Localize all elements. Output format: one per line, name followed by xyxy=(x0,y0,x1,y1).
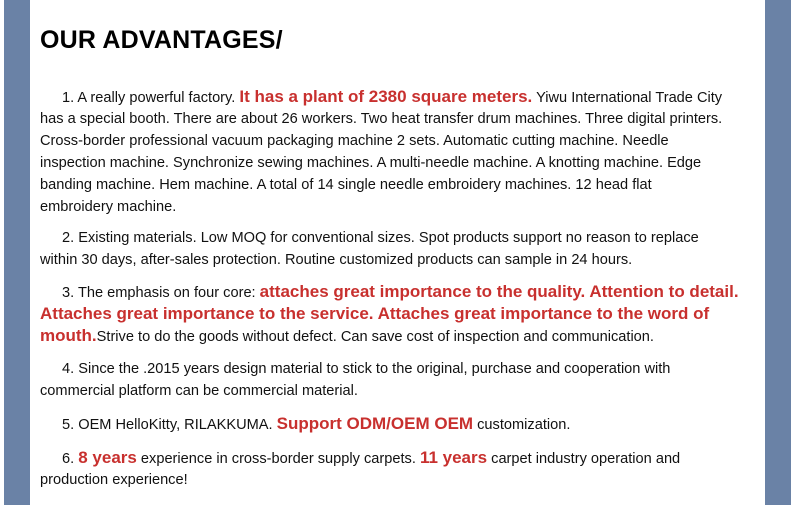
body-text: 6. xyxy=(62,451,79,467)
text-line: 4. Since the .2015 years design material… xyxy=(40,358,766,380)
highlighted-text: Attaches great importance to the service… xyxy=(40,304,710,323)
text-line: 3. The emphasis on four core: attaches g… xyxy=(40,281,766,303)
text-line: embroidery machine. xyxy=(40,196,766,218)
body-text: 4. Since the .2015 years design material… xyxy=(62,361,671,377)
text-line: mouth.Strive to do the goods without def… xyxy=(40,325,766,347)
highlighted-text: attaches great importance to the quality… xyxy=(259,282,739,301)
body-text: 2. Existing materials. Low MOQ for conve… xyxy=(62,230,699,246)
page-title: OUR ADVANTAGES/ xyxy=(40,26,283,54)
body-text: Yiwu International Trade City xyxy=(532,90,723,106)
text-line: production experience! xyxy=(40,469,766,491)
body-text: commercial platform can be commercial ma… xyxy=(40,383,358,399)
left-side-bar xyxy=(4,0,30,505)
text-line: Cross-border professional vacuum packagi… xyxy=(40,130,766,152)
body-text: banding machine. Hem machine. A total of… xyxy=(40,177,652,193)
text-line: 2. Existing materials. Low MOQ for conve… xyxy=(40,227,766,249)
body-text: carpet industry operation and xyxy=(487,451,681,467)
advantage-paragraph: 5. OEM HelloKitty, RILAKKUMA. Support OD… xyxy=(40,413,766,435)
right-side-bar xyxy=(765,0,791,505)
advantage-paragraph: 1. A really powerful factory. It has a p… xyxy=(40,86,766,218)
body-text: 1. A really powerful factory. xyxy=(62,90,240,106)
body-text: experience in cross-border supply carpet… xyxy=(136,451,420,467)
body-text: customization. xyxy=(473,417,571,433)
body-text: embroidery machine. xyxy=(40,199,177,215)
body-text: 3. The emphasis on four core: xyxy=(62,285,260,301)
body-text: 5. OEM HelloKitty, RILAKKUMA. xyxy=(62,417,277,433)
highlighted-text: 8 years xyxy=(78,448,137,467)
text-line: 6. 8 years experience in cross-border su… xyxy=(40,447,766,469)
advantage-paragraph: 6. 8 years experience in cross-border su… xyxy=(40,447,766,491)
text-line: 1. A really powerful factory. It has a p… xyxy=(40,86,766,108)
body-text: inspection machine. Synchronize sewing m… xyxy=(40,155,702,171)
text-line: commercial platform can be commercial ma… xyxy=(40,380,766,402)
body-text: Strive to do the goods without defect. C… xyxy=(96,329,654,345)
text-line: banding machine. Hem machine. A total of… xyxy=(40,174,766,196)
advantage-paragraph: 2. Existing materials. Low MOQ for conve… xyxy=(40,227,766,271)
body-text: production experience! xyxy=(40,472,188,488)
text-line: 5. OEM HelloKitty, RILAKKUMA. Support OD… xyxy=(40,413,766,435)
body-text: Cross-border professional vacuum packagi… xyxy=(40,133,669,149)
body-text: has a special booth. There are about 26 … xyxy=(40,111,723,127)
advantage-paragraph: 3. The emphasis on four core: attaches g… xyxy=(40,281,766,347)
highlighted-text: 11 years xyxy=(419,448,488,467)
highlighted-text: mouth. xyxy=(40,326,97,345)
advantage-paragraph: 4. Since the .2015 years design material… xyxy=(40,358,766,402)
text-line: within 30 days, after-sales protection. … xyxy=(40,249,766,271)
text-line: Attaches great importance to the service… xyxy=(40,303,766,325)
highlighted-text: It has a plant of 2380 square meters. xyxy=(239,87,533,106)
body-text: within 30 days, after-sales protection. … xyxy=(40,252,633,268)
text-line: has a special booth. There are about 26 … xyxy=(40,108,766,130)
highlighted-text: Support ODM/OEM OEM xyxy=(276,414,474,433)
text-line: inspection machine. Synchronize sewing m… xyxy=(40,152,766,174)
